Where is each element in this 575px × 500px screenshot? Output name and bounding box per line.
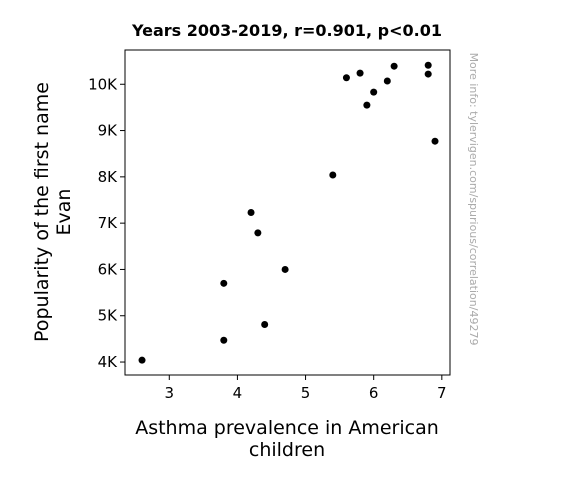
- y-tick-labels: 4K 5K 6K 7K 8K 9K 10K: [88, 75, 118, 371]
- x-tick-labels: 3 4 5 6 7: [165, 384, 447, 402]
- y-tick-label: 9K: [98, 122, 119, 140]
- data-point: [247, 209, 255, 216]
- data-point: [424, 70, 432, 78]
- y-tick-label: 4K: [98, 353, 119, 371]
- y-tick-label: 7K: [98, 214, 119, 232]
- data-point: [363, 101, 371, 109]
- source-credit: More info: tylervigen.com/spurious/corre…: [467, 53, 480, 346]
- x-axis-label-line2: children: [249, 439, 325, 461]
- data-point: [383, 77, 391, 85]
- data-point: [390, 62, 398, 70]
- x-tick-label: 5: [301, 384, 311, 402]
- y-axis-label-line1: Popularity of the first name: [31, 82, 53, 342]
- data-point: [281, 265, 289, 273]
- y-tick-label: 6K: [98, 260, 119, 278]
- y-tick-label: 5K: [98, 307, 119, 325]
- data-point: [329, 171, 337, 179]
- data-point: [370, 88, 378, 96]
- x-axis-label-line1: Asthma prevalence in American: [135, 417, 439, 439]
- data-point: [220, 336, 228, 344]
- data-point: [138, 356, 146, 364]
- y-tick-label: 10K: [88, 75, 118, 93]
- data-point: [261, 321, 269, 329]
- data-point: [342, 74, 350, 82]
- chart-title: Years 2003-2019, r=0.901, p<0.01: [131, 21, 442, 40]
- axis-ticks: [120, 83, 443, 380]
- y-axis-label-line2: Evan: [53, 189, 75, 236]
- x-tick-label: 4: [233, 384, 243, 402]
- data-point: [356, 69, 364, 77]
- data-point: [424, 61, 432, 69]
- data-points: [138, 61, 439, 364]
- data-point: [254, 229, 262, 237]
- plot-frame: [124, 49, 451, 376]
- x-tick-label: 6: [369, 384, 379, 402]
- x-tick-label: 7: [437, 384, 447, 402]
- data-point: [431, 137, 439, 145]
- data-point: [220, 279, 228, 287]
- y-tick-label: 8K: [98, 168, 119, 186]
- x-tick-label: 3: [165, 384, 175, 402]
